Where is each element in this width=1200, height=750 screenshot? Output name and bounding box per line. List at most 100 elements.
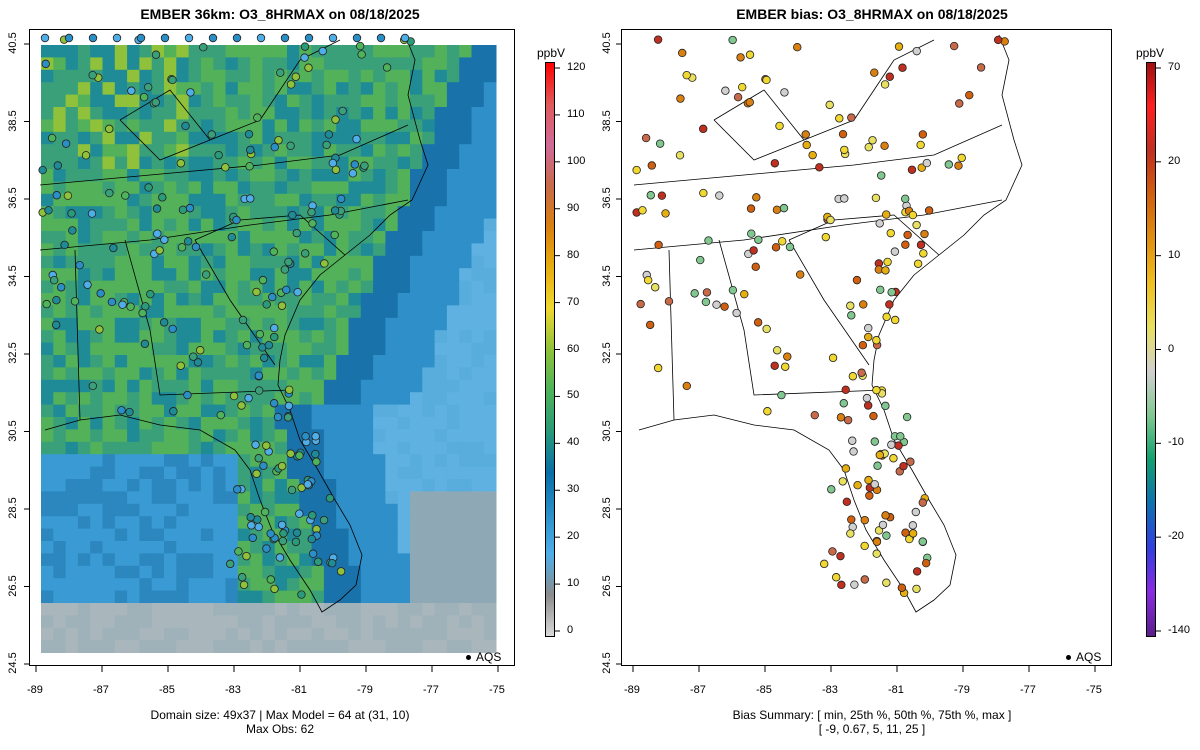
y-tick-label: 30.5 <box>7 419 19 442</box>
aqs-station <box>664 297 674 306</box>
aqs-station <box>913 259 923 268</box>
aqs-station <box>63 191 73 200</box>
aqs-station <box>168 75 177 85</box>
colorbar-tick-label: 60 <box>567 342 580 355</box>
aqs-station <box>268 292 277 302</box>
aqs-station <box>319 515 329 525</box>
aqs-station <box>775 121 784 131</box>
aqs-station <box>376 33 386 43</box>
aqs-station <box>304 63 313 72</box>
station-points <box>38 35 415 599</box>
right-colorbar <box>1146 62 1156 637</box>
aqs-station <box>227 232 237 242</box>
aqs-station <box>840 145 849 155</box>
aqs-station <box>269 247 279 256</box>
aqs-station <box>320 259 329 268</box>
aqs-station <box>234 547 243 556</box>
aqs-station <box>348 169 358 178</box>
aqs-station <box>286 80 296 89</box>
aqs-station <box>712 300 721 309</box>
aqs-station <box>736 53 745 62</box>
aqs-station <box>820 559 829 569</box>
aqs-station <box>246 145 255 155</box>
aqs-station <box>911 507 921 517</box>
aqs-station <box>840 194 849 203</box>
aqs-station <box>763 407 772 416</box>
aqs-station <box>882 210 891 219</box>
aqs-station <box>330 230 339 240</box>
aqs-station <box>350 160 360 169</box>
aqs-station <box>752 193 761 202</box>
aqs-station <box>645 320 655 330</box>
aqs-station <box>288 210 297 220</box>
aqs-station <box>307 208 316 217</box>
aqs-station <box>650 283 660 292</box>
aqs-station <box>836 551 845 561</box>
aqs-station <box>632 165 641 175</box>
aqs-station <box>237 401 246 410</box>
y-tick-label: 24.5 <box>7 652 19 674</box>
colorbar-tick-label: 120 <box>567 61 586 73</box>
aqs-station <box>916 240 926 250</box>
aqs-station <box>699 124 708 134</box>
right-map-title: EMBER bias: O3_8HRMAX on 08/18/2025 <box>736 6 1008 22</box>
x-tick-label: -87 <box>93 684 109 696</box>
x-tick-label: -81 <box>291 684 307 696</box>
aqs-station <box>810 410 819 420</box>
aqs-station <box>890 247 900 256</box>
aqs-station <box>872 537 882 546</box>
model-raster <box>41 45 497 653</box>
aqs-station <box>828 547 837 556</box>
aqs-station <box>242 340 252 350</box>
left-map-frame <box>29 29 515 666</box>
aqs-station <box>140 339 150 349</box>
left-legend-label: AQS <box>476 650 502 664</box>
aqs-station <box>307 534 316 544</box>
aqs-station <box>216 410 225 420</box>
station-points <box>632 35 1009 598</box>
aqs-station <box>270 323 279 333</box>
aqs-station <box>885 300 894 309</box>
aqs-station <box>828 353 838 363</box>
aqs-station <box>330 206 340 215</box>
aqs-station <box>189 352 198 361</box>
aqs-station <box>51 320 61 330</box>
y-tick-label: 40.5 <box>7 32 19 54</box>
aqs-station <box>720 302 729 311</box>
aqs-station <box>745 98 754 107</box>
aqs-station <box>825 100 834 110</box>
aqs-station <box>144 183 153 192</box>
x-tick-label: -75 <box>489 684 505 696</box>
aqs-station <box>780 88 789 97</box>
aqs-station <box>259 353 269 363</box>
aqs-station <box>160 33 170 43</box>
aqs-station <box>976 63 986 72</box>
aqs-station <box>295 509 304 518</box>
y-tick-label: 36.5 <box>7 187 19 209</box>
aqs-station <box>908 529 918 538</box>
aqs-station <box>701 297 711 307</box>
aqs-station <box>732 308 741 318</box>
x-tick-label: -75 <box>1086 684 1102 696</box>
aqs-station <box>733 92 743 102</box>
aqs-station <box>853 480 862 490</box>
aqs-station <box>246 194 255 203</box>
aqs-station <box>262 300 271 309</box>
aqs-station <box>886 228 895 238</box>
aqs-station <box>40 33 50 43</box>
aqs-station <box>846 529 855 538</box>
aqs-station <box>121 191 130 200</box>
aqs-station <box>690 289 699 298</box>
aqs-station <box>885 72 894 81</box>
y-tick-label: 34.5 <box>7 264 19 287</box>
aqs-station <box>238 315 248 325</box>
aqs-station <box>311 432 320 441</box>
aqs-station <box>280 265 290 274</box>
aqs-station <box>287 485 297 495</box>
aqs-station <box>887 288 896 297</box>
aqs-station <box>831 573 841 582</box>
aqs-station <box>269 399 279 408</box>
aqs-station <box>146 289 155 299</box>
aqs-station <box>896 432 905 441</box>
aqs-station <box>872 385 881 395</box>
